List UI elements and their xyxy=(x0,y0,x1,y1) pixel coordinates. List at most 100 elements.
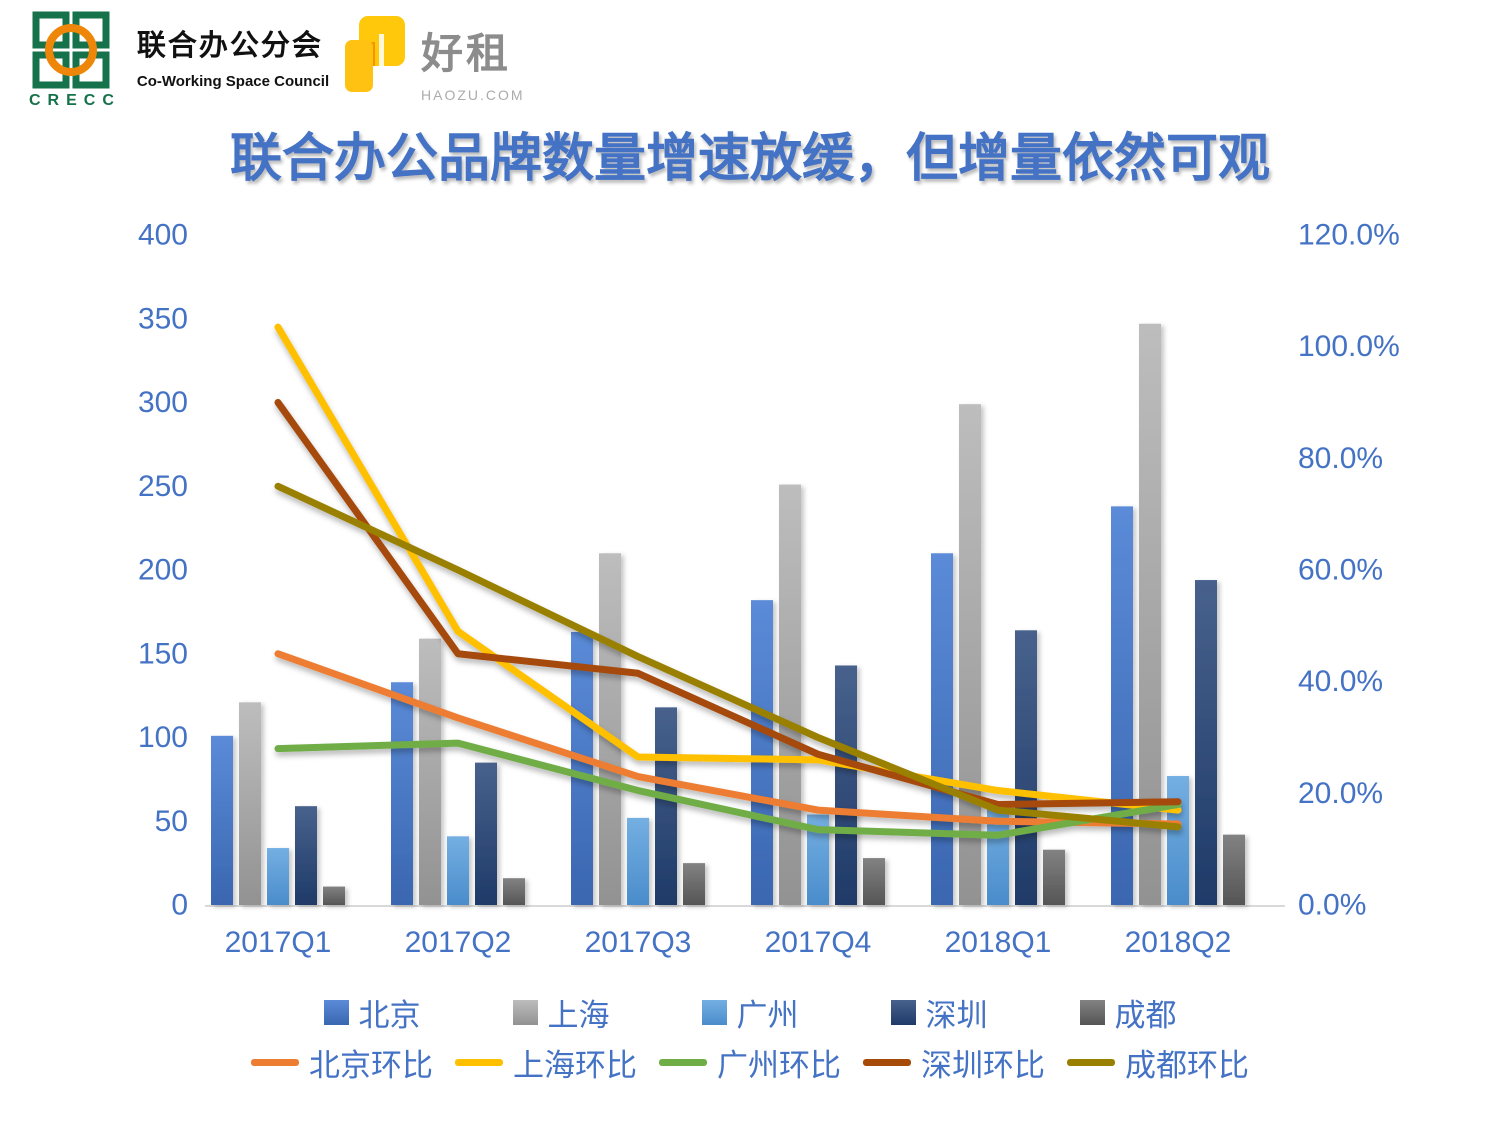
line-上海环比 xyxy=(274,323,1182,814)
legend-item-成都: 成都 xyxy=(1079,990,1177,1035)
left-axis-tick: 50 xyxy=(155,805,188,838)
legend-swatch-icon xyxy=(512,1000,538,1025)
bar-上海-2017Q2 xyxy=(419,638,441,905)
legend-swatch-icon xyxy=(701,1000,727,1025)
bar-广州-2017Q4 xyxy=(807,814,829,905)
right-axis-tick: 40.0% xyxy=(1298,665,1383,698)
legend-line-swatch-icon xyxy=(659,1059,707,1066)
left-axis-tick: 250 xyxy=(138,470,188,503)
haozu-brand: 好租 xyxy=(421,30,512,77)
bar-北京-2018Q2 xyxy=(1111,506,1133,905)
haozu-mark-icon xyxy=(345,16,405,92)
right-axis-tick: 20.0% xyxy=(1298,777,1383,810)
left-axis-tick: 100 xyxy=(138,721,188,754)
legend-item-成都环比: 成都环比 xyxy=(1067,1040,1249,1085)
legend-item-北京: 北京 xyxy=(323,990,421,1035)
line-广州环比 xyxy=(274,739,1182,839)
left-axis-tick: 300 xyxy=(138,386,188,419)
line-成都环比 xyxy=(274,482,1182,831)
legend-label: 上海环比 xyxy=(513,1048,637,1083)
legend-label: 广州环比 xyxy=(717,1048,841,1083)
legend-label: 上海 xyxy=(547,998,610,1033)
left-axis-tick: 0 xyxy=(171,889,188,922)
x-axis-label: 2018Q1 xyxy=(945,926,1052,959)
crecc-title-en: Co-Working Space Council xyxy=(136,73,330,90)
bar-北京-2017Q2 xyxy=(391,682,413,905)
legend-item-上海: 上海 xyxy=(512,990,610,1035)
haozu-logo: 好租 HAOZU.COM xyxy=(345,16,525,103)
x-axis-label: 2017Q3 xyxy=(585,926,692,959)
x-axis-label: 2018Q2 xyxy=(1125,926,1232,959)
right-axis-tick: 0.0% xyxy=(1298,889,1366,922)
bar-广州-2018Q2 xyxy=(1167,776,1189,905)
bar-广州-2017Q3 xyxy=(627,817,649,905)
haozu-text: 好租 HAOZU.COM xyxy=(421,16,525,103)
legend-line-swatch-icon xyxy=(1067,1059,1115,1066)
left-axis-tick: 350 xyxy=(138,302,188,335)
bar-成都-2018Q2 xyxy=(1223,834,1245,905)
bar-成都-2017Q1 xyxy=(323,886,345,905)
bar-深圳-2017Q4 xyxy=(835,665,857,905)
legend-line-swatch-icon xyxy=(251,1059,299,1066)
bar-成都-2017Q2 xyxy=(503,878,525,905)
page-title: 联合办公品牌数量增速放缓，但增量依然可观 xyxy=(229,130,1270,188)
bar-深圳-2017Q2 xyxy=(475,762,497,905)
right-axis-tick: 120.0% xyxy=(1298,219,1400,252)
bar-广州-2017Q1 xyxy=(267,848,289,905)
legend: 北京 上海 广州 深圳 成都 北京环比 上海环比 广州环比 深圳环比 成都环比 xyxy=(0,990,1500,1085)
legend-line-swatch-icon xyxy=(455,1059,503,1066)
bar-上海-2017Q1 xyxy=(239,702,261,905)
legend-item-广州环比: 广州环比 xyxy=(659,1040,841,1085)
right-axis-tick: 100.0% xyxy=(1298,330,1400,363)
bar-广州-2018Q1 xyxy=(987,804,1009,905)
bar-成都-2017Q4 xyxy=(863,858,885,905)
crecc-mark-icon xyxy=(32,11,110,89)
legend-label: 北京环比 xyxy=(309,1048,433,1083)
left-axis-tick: 200 xyxy=(138,554,188,587)
bar-成都-2017Q3 xyxy=(683,863,705,905)
bar-深圳-2017Q1 xyxy=(295,806,317,905)
legend-swatch-icon xyxy=(323,1000,349,1025)
crecc-logo: CRECC 联合办公分会 Co-Working Space Council xyxy=(22,10,329,110)
legend-label: 成都环比 xyxy=(1125,1048,1249,1083)
crecc-abbr: CRECC xyxy=(29,92,121,109)
legend-label: 广州 xyxy=(736,998,799,1033)
x-axis-label: 2017Q2 xyxy=(405,926,512,959)
bar-上海-2017Q4 xyxy=(779,484,801,905)
legend-item-上海环比: 上海环比 xyxy=(455,1040,637,1085)
bar-北京-2018Q1 xyxy=(931,553,953,905)
legend-swatch-icon xyxy=(1079,1000,1105,1025)
haozu-domain: HAOZU.COM xyxy=(421,87,525,103)
bar-北京-2017Q3 xyxy=(571,631,593,905)
left-axis-tick: 150 xyxy=(138,637,188,670)
legend-label: 成都 xyxy=(1114,998,1177,1033)
legend-label: 深圳环比 xyxy=(921,1048,1045,1083)
lines-group xyxy=(274,323,1182,839)
bar-深圳-2018Q2 xyxy=(1195,580,1217,905)
legend-line-swatch-icon xyxy=(863,1059,911,1066)
crecc-title-cn: 联合办公分会 xyxy=(136,30,323,62)
legend-item-广州: 广州 xyxy=(701,990,799,1035)
bar-上海-2018Q2 xyxy=(1139,323,1161,905)
bar-北京-2017Q4 xyxy=(751,600,773,905)
crecc-text: 联合办公分会 Co-Working Space Council xyxy=(137,10,329,90)
right-axis-tick: 80.0% xyxy=(1298,442,1383,475)
crecc-mark: CRECC xyxy=(22,10,121,110)
legend-item-深圳: 深圳 xyxy=(890,990,988,1035)
bar-广州-2017Q2 xyxy=(447,836,469,905)
bar-上海-2018Q1 xyxy=(959,404,981,905)
legend-item-北京环比: 北京环比 xyxy=(251,1040,433,1085)
legend-row-lines: 北京环比 上海环比 广州环比 深圳环比 成都环比 xyxy=(251,1040,1249,1085)
legend-row-bars: 北京 上海 广州 深圳 成都 xyxy=(323,990,1177,1035)
legend-item-深圳环比: 深圳环比 xyxy=(863,1040,1045,1085)
line-深圳环比 xyxy=(274,399,1182,808)
bar-北京-2017Q1 xyxy=(211,735,233,905)
right-axis-tick: 60.0% xyxy=(1298,554,1383,587)
legend-label: 北京 xyxy=(358,998,421,1033)
legend-swatch-icon xyxy=(890,1000,916,1025)
bar-深圳-2017Q3 xyxy=(655,707,677,905)
left-axis-tick: 400 xyxy=(138,219,188,252)
bar-深圳-2018Q1 xyxy=(1015,630,1037,905)
